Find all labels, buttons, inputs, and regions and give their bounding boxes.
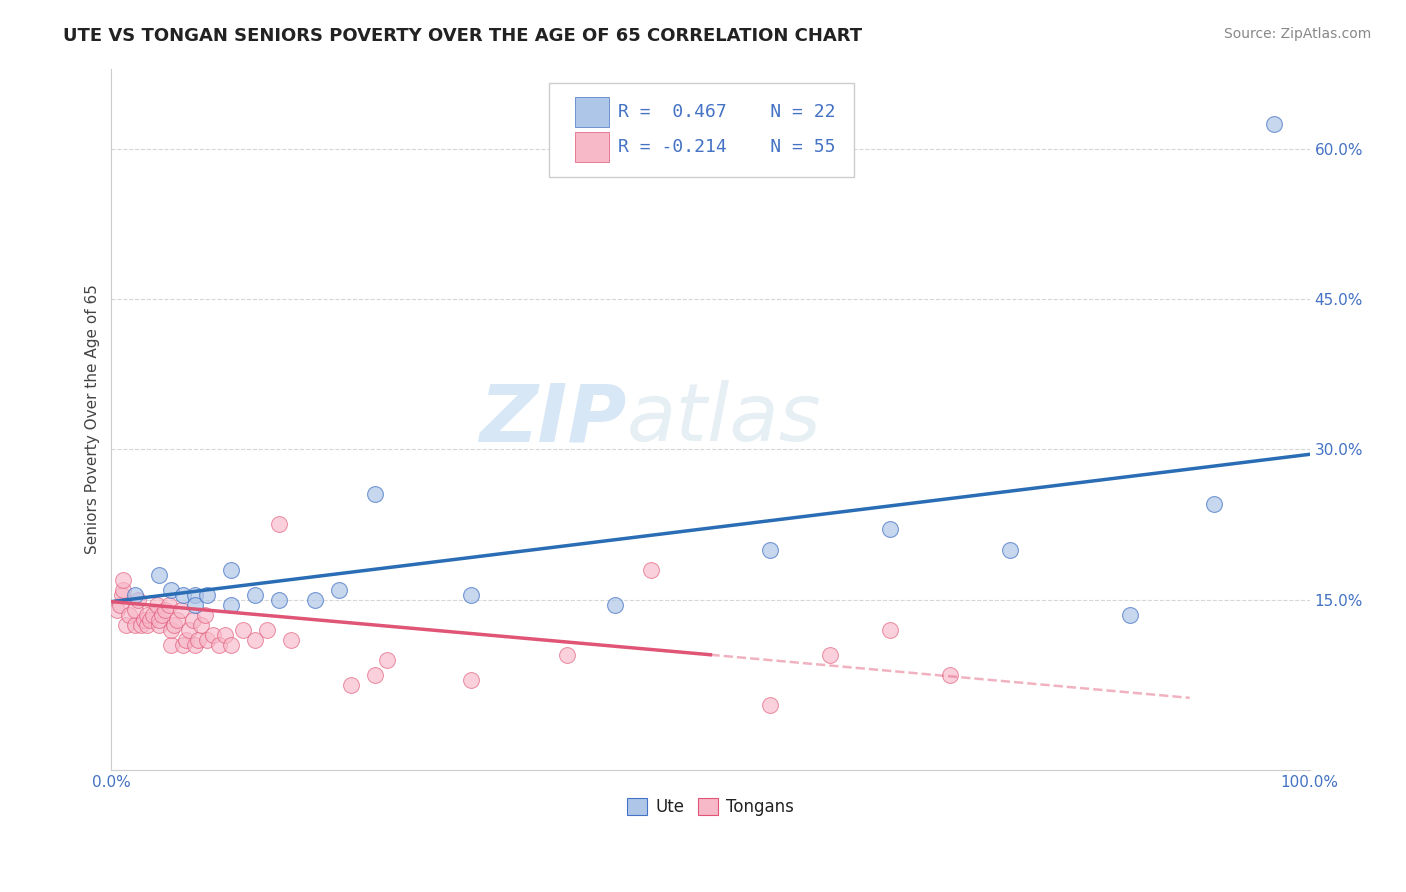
Point bbox=[157, 598, 180, 612]
Point bbox=[127, 592, 149, 607]
Point bbox=[603, 598, 626, 612]
Point bbox=[219, 563, 242, 577]
Point bbox=[208, 638, 231, 652]
Point bbox=[640, 563, 662, 577]
Point bbox=[460, 588, 482, 602]
Point bbox=[304, 592, 326, 607]
Point bbox=[340, 678, 363, 692]
Point bbox=[118, 607, 141, 622]
Point bbox=[163, 617, 186, 632]
Text: Source: ZipAtlas.com: Source: ZipAtlas.com bbox=[1223, 27, 1371, 41]
Point bbox=[108, 598, 131, 612]
Point bbox=[280, 632, 302, 647]
Y-axis label: Seniors Poverty Over the Age of 65: Seniors Poverty Over the Age of 65 bbox=[86, 285, 100, 554]
Point bbox=[174, 632, 197, 647]
Point bbox=[181, 613, 204, 627]
Point bbox=[124, 588, 146, 602]
Point bbox=[1202, 498, 1225, 512]
Point bbox=[111, 588, 134, 602]
Point bbox=[820, 648, 842, 662]
Text: UTE VS TONGAN SENIORS POVERTY OVER THE AGE OF 65 CORRELATION CHART: UTE VS TONGAN SENIORS POVERTY OVER THE A… bbox=[63, 27, 862, 45]
Text: R =  0.467    N = 22: R = 0.467 N = 22 bbox=[619, 103, 835, 121]
Point bbox=[184, 588, 207, 602]
Point bbox=[184, 598, 207, 612]
Point bbox=[132, 613, 155, 627]
Point bbox=[214, 628, 236, 642]
Point bbox=[879, 523, 901, 537]
Point bbox=[555, 648, 578, 662]
Point bbox=[148, 567, 170, 582]
Point bbox=[124, 617, 146, 632]
Point bbox=[124, 602, 146, 616]
Text: R = -0.214    N = 55: R = -0.214 N = 55 bbox=[619, 138, 835, 156]
Point bbox=[328, 582, 350, 597]
Point bbox=[364, 667, 387, 681]
Point bbox=[146, 598, 169, 612]
Point bbox=[160, 638, 183, 652]
Point bbox=[998, 542, 1021, 557]
Point bbox=[243, 632, 266, 647]
Point bbox=[195, 588, 218, 602]
Point bbox=[172, 588, 194, 602]
Point bbox=[269, 517, 291, 532]
Point bbox=[219, 638, 242, 652]
Point bbox=[187, 632, 209, 647]
Point bbox=[202, 628, 225, 642]
Legend: Ute, Tongans: Ute, Tongans bbox=[619, 790, 803, 825]
Point bbox=[172, 638, 194, 652]
Point bbox=[195, 632, 218, 647]
Point bbox=[243, 588, 266, 602]
Point bbox=[184, 638, 207, 652]
FancyBboxPatch shape bbox=[548, 83, 855, 178]
Point bbox=[375, 653, 398, 667]
Point bbox=[759, 542, 782, 557]
Point bbox=[136, 607, 159, 622]
Point bbox=[219, 598, 242, 612]
Point bbox=[269, 592, 291, 607]
Point bbox=[114, 617, 136, 632]
Point bbox=[460, 673, 482, 687]
Point bbox=[879, 623, 901, 637]
Point bbox=[166, 613, 188, 627]
Point bbox=[179, 623, 201, 637]
Point bbox=[939, 667, 962, 681]
Point bbox=[136, 617, 159, 632]
Point bbox=[155, 602, 177, 616]
FancyBboxPatch shape bbox=[575, 97, 609, 127]
Point bbox=[112, 582, 135, 597]
Point bbox=[364, 487, 387, 501]
Point bbox=[142, 607, 165, 622]
Point bbox=[139, 613, 162, 627]
Point bbox=[148, 617, 170, 632]
Text: ZIP: ZIP bbox=[479, 380, 627, 458]
FancyBboxPatch shape bbox=[575, 132, 609, 161]
Point bbox=[1119, 607, 1142, 622]
Point bbox=[107, 602, 129, 616]
Point bbox=[112, 573, 135, 587]
Point bbox=[256, 623, 278, 637]
Point bbox=[150, 607, 173, 622]
Point bbox=[170, 602, 193, 616]
Point bbox=[759, 698, 782, 712]
Point bbox=[148, 613, 170, 627]
Point bbox=[190, 617, 212, 632]
Point bbox=[160, 623, 183, 637]
Point bbox=[232, 623, 254, 637]
Point bbox=[131, 617, 153, 632]
Point bbox=[194, 607, 217, 622]
Point bbox=[160, 582, 183, 597]
Text: atlas: atlas bbox=[627, 380, 821, 458]
Point bbox=[1263, 117, 1285, 131]
